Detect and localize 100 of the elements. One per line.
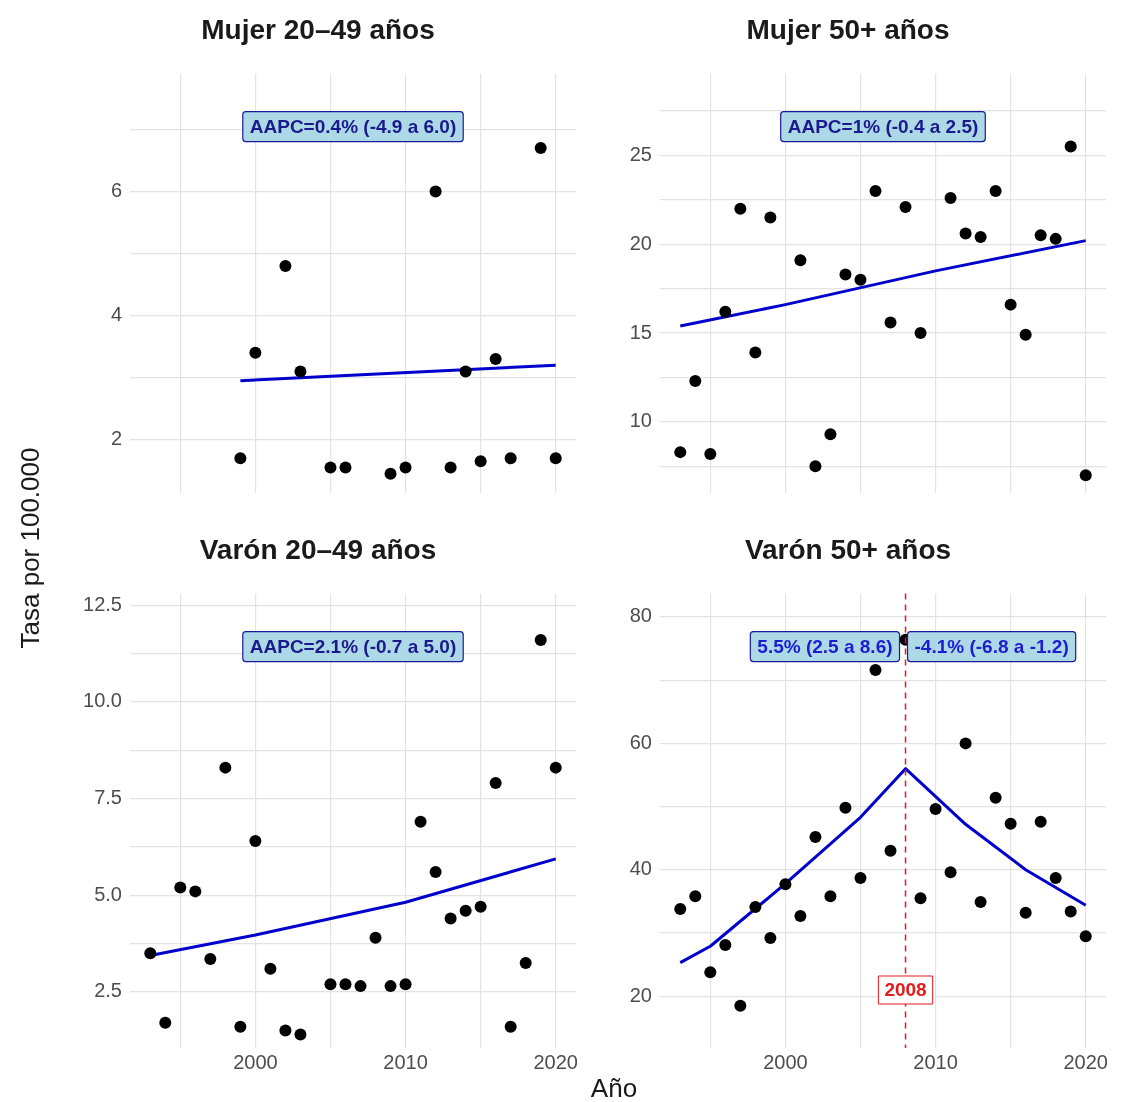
point [1004, 298, 1017, 311]
point [914, 892, 927, 905]
point [779, 878, 792, 891]
point [234, 452, 247, 465]
x-tick-label: 2000 [233, 1050, 278, 1073]
point [279, 259, 292, 272]
point [719, 938, 732, 951]
x-tick-label: 2020 [533, 1050, 578, 1073]
y-tick-label: 4 [110, 303, 122, 326]
point [1064, 905, 1077, 918]
point [974, 896, 987, 909]
point [914, 327, 927, 340]
point [1004, 817, 1017, 830]
chart-title: Mujer 50+ años [746, 13, 950, 45]
point [189, 885, 202, 898]
point [384, 467, 397, 480]
point [704, 447, 717, 460]
y-tick-label: 6 [110, 178, 122, 201]
point [249, 835, 262, 848]
point [399, 978, 412, 991]
point [369, 931, 382, 944]
point [809, 830, 822, 843]
point [444, 912, 457, 925]
point [204, 953, 217, 966]
point [809, 460, 822, 473]
point [854, 872, 867, 884]
point [1019, 328, 1032, 341]
point [959, 737, 972, 750]
point [504, 452, 517, 465]
point [704, 966, 717, 979]
y-tick-label: 12.5 [83, 592, 122, 615]
point [1064, 140, 1077, 153]
point [264, 962, 277, 975]
point [944, 192, 957, 204]
point [854, 273, 867, 286]
point [414, 815, 427, 828]
point [249, 346, 262, 359]
point [549, 761, 562, 774]
point [519, 956, 532, 969]
chart-title: Mujer 20–49 años [201, 13, 435, 45]
point [399, 461, 412, 474]
x-axis-title: Año [590, 1072, 638, 1102]
point [1034, 815, 1047, 828]
y-tick-label: 2.5 [94, 979, 122, 1002]
point [794, 909, 807, 922]
point [474, 455, 487, 468]
y-tick-label: 7.5 [94, 786, 122, 809]
point [764, 932, 777, 945]
point [794, 254, 807, 267]
annotation: 5.5% (2.5 a 8.6) [757, 635, 893, 657]
point [974, 231, 987, 244]
point [1079, 469, 1092, 482]
annotation: -4.1% (-6.8 a -1.2) [914, 635, 1069, 657]
point [764, 211, 777, 224]
x-tick-label: 2000 [763, 1050, 808, 1073]
point [1019, 906, 1032, 919]
point [324, 978, 337, 991]
point [1079, 930, 1092, 943]
x-tick-label: 2010 [913, 1050, 958, 1073]
point [144, 947, 157, 960]
point [839, 801, 852, 814]
point [459, 365, 472, 378]
y-tick-label: 80 [629, 604, 652, 627]
point [824, 428, 837, 441]
point [459, 904, 472, 917]
y-tick-label: 20 [629, 983, 652, 1006]
point [899, 200, 912, 213]
point [719, 305, 732, 318]
point [674, 902, 687, 915]
point [689, 375, 702, 388]
point [339, 461, 352, 474]
point [749, 346, 762, 359]
point [234, 1020, 247, 1033]
annotation: AAPC=1% (-0.4 a 2.5) [787, 115, 979, 137]
y-tick-label: 10.0 [83, 689, 122, 712]
point [1049, 872, 1062, 884]
point [294, 1028, 307, 1041]
ref-line-label: 2008 [884, 979, 927, 1001]
point [944, 866, 957, 879]
point [504, 1020, 517, 1033]
point [884, 316, 897, 329]
point [279, 1024, 292, 1037]
point [1049, 232, 1062, 245]
point [219, 761, 232, 774]
point [549, 452, 562, 465]
point [884, 844, 897, 857]
point [869, 184, 882, 197]
chart-title: Varón 20–49 años [199, 533, 437, 565]
point [989, 184, 1002, 197]
point [869, 664, 882, 677]
point [474, 900, 487, 913]
point [959, 227, 972, 240]
y-tick-label: 40 [629, 857, 652, 880]
chart-title: Varón 50+ años [744, 533, 952, 565]
point [929, 803, 942, 816]
y-tick-label: 25 [629, 142, 652, 165]
point [294, 365, 307, 378]
point [1034, 229, 1047, 242]
y-tick-label: 10 [629, 409, 652, 432]
y-tick-label: 20 [629, 231, 652, 254]
